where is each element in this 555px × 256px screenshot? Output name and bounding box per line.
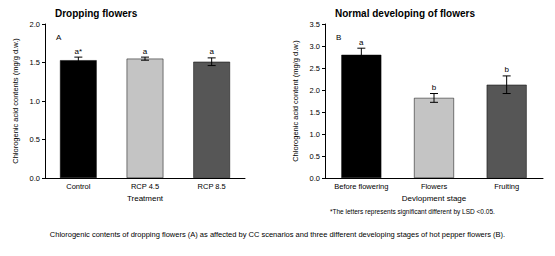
svg-text:b: b — [432, 83, 437, 92]
html-text:Chlorogenic contents of droppi: Chlorogenic contents of dropping flowers… — [49, 230, 506, 239]
svg-text:Chlorogenic acid contents (mg/: Chlorogenic acid contents (mg/g d.w.) — [11, 38, 20, 164]
svg-text:Control: Control — [66, 182, 91, 191]
svg-text:1.0: 1.0 — [310, 130, 320, 139]
svg-text:2.0: 2.0 — [310, 86, 320, 95]
svg-text:Normal developing of flowers: Normal developing of flowers — [335, 8, 475, 19]
svg-text:Fruiting: Fruiting — [494, 182, 519, 191]
svg-text:Devlopment stage: Devlopment stage — [402, 194, 467, 203]
svg-text:0.5: 0.5 — [310, 152, 320, 161]
svg-text:3.0: 3.0 — [310, 42, 320, 51]
svg-text:B: B — [336, 33, 341, 42]
svg-text:1.5: 1.5 — [310, 108, 320, 117]
svg-text:0.0: 0.0 — [30, 174, 40, 183]
svg-text:2.0: 2.0 — [30, 20, 40, 29]
svg-text:2.5: 2.5 — [310, 64, 320, 73]
svg-text:a: a — [209, 47, 214, 56]
svg-text:RCP 4.5: RCP 4.5 — [131, 182, 159, 191]
svg-text:a: a — [359, 38, 364, 47]
svg-text:Dropping flowers: Dropping flowers — [55, 8, 138, 19]
svg-text:1.0: 1.0 — [30, 97, 40, 106]
svg-text:1.5: 1.5 — [30, 58, 40, 67]
svg-text:Flowers: Flowers — [421, 182, 448, 191]
svg-text:a*: a* — [75, 47, 83, 56]
svg-text:Treatment: Treatment — [127, 194, 164, 203]
svg-text:b: b — [504, 65, 509, 74]
svg-text:0.0: 0.0 — [310, 174, 320, 183]
svg-text:RCP 8.5: RCP 8.5 — [198, 182, 226, 191]
svg-text:Chlorogenic acid content (mg/g: Chlorogenic acid content (mg/g d.w.) — [291, 40, 300, 162]
svg-text:3.5: 3.5 — [310, 20, 320, 29]
svg-text:Before flowering: Before flowering — [334, 182, 388, 191]
svg-text:0.5: 0.5 — [30, 135, 40, 144]
html-text:*The letters represents signif: *The letters represents significant diff… — [330, 208, 495, 215]
svg-text:A: A — [56, 33, 62, 42]
svg-text:a: a — [143, 47, 148, 56]
